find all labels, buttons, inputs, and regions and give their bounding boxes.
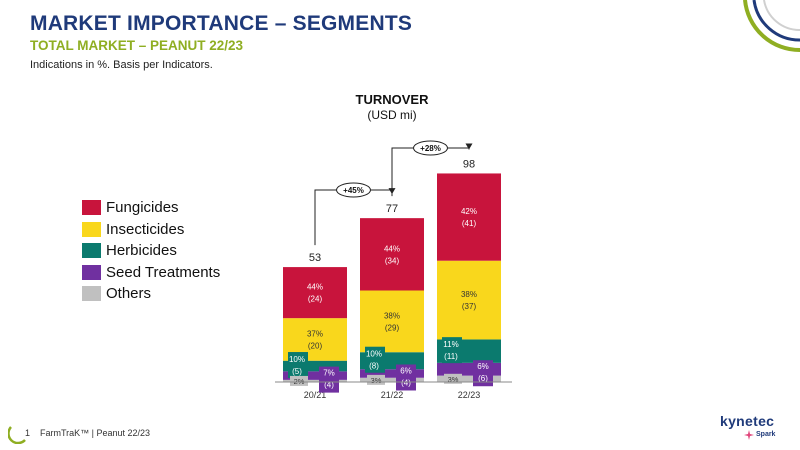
- data-label-pct: 42%: [461, 207, 477, 216]
- data-label-pct: 7%: [323, 369, 335, 378]
- data-label-pct: 44%: [384, 244, 400, 253]
- data-label-pct: 3%: [371, 376, 382, 385]
- growth-arrowhead: [465, 143, 473, 150]
- total-label: 53: [309, 252, 321, 264]
- legend-swatch: [82, 221, 101, 237]
- data-label-pct: 6%: [477, 362, 489, 371]
- legend-swatch: [82, 264, 101, 280]
- data-label-pct: 10%: [366, 350, 382, 359]
- data-label-abs: (41): [462, 219, 477, 228]
- bar-segment-fungicides: [283, 267, 347, 319]
- legend-label: Insecticides: [106, 220, 185, 238]
- others-label-bg: [290, 375, 308, 386]
- growth-label: +28%: [420, 144, 441, 153]
- data-label-pct: 37%: [307, 329, 323, 338]
- data-label-abs: (34): [385, 256, 400, 265]
- data-label-abs: (6): [478, 374, 488, 383]
- logo-sub: Spark: [756, 431, 776, 438]
- legend-label: Herbicides: [106, 242, 177, 260]
- data-label-abs: (8): [369, 362, 379, 371]
- growth-label: +45%: [343, 186, 364, 195]
- seed-label-bg: [396, 364, 416, 391]
- total-label: 77: [386, 203, 398, 215]
- legend-label: Seed Treatments: [106, 263, 221, 281]
- others-label-bg: [444, 373, 462, 384]
- bar-segment-fungicides: [437, 173, 501, 261]
- data-label-abs: (37): [462, 302, 477, 311]
- footer-arc-icon: [8, 426, 26, 444]
- footer-text: FarmTraK™ | Peanut 22/23: [40, 428, 151, 438]
- legend-label: Fungicides: [106, 199, 179, 217]
- page-note: Indications in %. Basis per Indicators.: [30, 59, 213, 71]
- chart-legend: Fungicides Insecticides Herbicides Seed Tre…: [82, 197, 220, 305]
- kynetec-logo: kynetec Spark: [720, 413, 790, 445]
- bar-segment-fungicides: [360, 218, 424, 291]
- legend-item-fungicides: Fungicides: [82, 197, 220, 219]
- data-label-pct: 2%: [294, 377, 305, 386]
- decorative-arc: [743, 0, 800, 53]
- data-label-pct: 38%: [384, 311, 400, 320]
- page-subtitle: TOTAL MARKET – PEANUT 22/23: [30, 38, 244, 53]
- others-label-bg: [367, 374, 385, 385]
- legend-item-insecticides: Insecticides: [82, 219, 220, 241]
- legend-item-herbicides: Herbicides: [82, 240, 220, 262]
- data-label-abs: (29): [385, 323, 400, 332]
- seed-label-bg: [319, 366, 339, 393]
- x-tick-label: 22/23: [458, 390, 481, 400]
- data-label-pct: 10%: [289, 355, 305, 364]
- bar-segment-insecticides: [360, 290, 424, 353]
- bar-segment-seed-treatments: [283, 371, 347, 380]
- bar-segment-seed-treatments: [360, 369, 424, 378]
- legend-label: Others: [106, 285, 152, 303]
- chart-subtitle: (USD mi): [367, 108, 416, 122]
- arc-green: [743, 0, 800, 53]
- data-label-pct: 3%: [448, 375, 459, 384]
- bar-segment-others: [437, 375, 501, 382]
- seed-label-bg: [473, 360, 493, 387]
- logo-brand: kynetec: [720, 413, 775, 429]
- page-title: MARKET IMPORTANCE – SEGMENTS: [30, 12, 413, 35]
- legend-swatch: [82, 286, 101, 302]
- legend-item-seed-treatments: Seed Treatments: [82, 262, 220, 284]
- data-label-abs: (11): [444, 352, 458, 361]
- data-label-abs: (24): [308, 295, 323, 304]
- data-label-pct: 44%: [307, 283, 323, 292]
- growth-badge: [413, 140, 448, 156]
- data-label-abs: (20): [308, 341, 323, 350]
- bar-segment-insecticides: [437, 260, 501, 340]
- total-label: 98: [463, 158, 475, 170]
- bar-segment-others: [283, 379, 347, 382]
- legend-item-others: Others: [82, 283, 220, 305]
- herbicides-label-bg: [288, 352, 308, 379]
- data-label-abs: (5): [292, 367, 302, 376]
- legend-swatch: [82, 200, 101, 216]
- logo-spark-icon: [744, 430, 754, 440]
- chart-title: TURNOVER: [356, 92, 430, 107]
- legend-swatch: [82, 243, 101, 259]
- x-tick-label: 20/21: [304, 390, 327, 400]
- growth-badge: [336, 182, 371, 198]
- data-label-pct: 11%: [443, 340, 458, 349]
- turnover-chart: TURNOVER(USD mi) 37% (20) 44% (24) 20/21 53 38%…: [275, 92, 512, 400]
- data-label-pct: 38%: [461, 290, 477, 299]
- arc-blue: [752, 0, 800, 42]
- bar-segment-herbicides: [283, 360, 347, 372]
- data-label-abs: (4): [324, 381, 334, 390]
- bar-segment-others: [360, 377, 424, 382]
- herbicides-label-bg: [442, 337, 462, 364]
- arc-grey: [763, 0, 800, 32]
- page-number: 1: [25, 428, 31, 438]
- herbicides-label-bg: [365, 346, 385, 373]
- data-label-abs: (4): [401, 378, 411, 387]
- x-tick-label: 21/22: [381, 390, 404, 400]
- data-label-pct: 6%: [400, 366, 412, 375]
- footer: 1 FarmTraK™ | Peanut 22/23: [0, 418, 800, 450]
